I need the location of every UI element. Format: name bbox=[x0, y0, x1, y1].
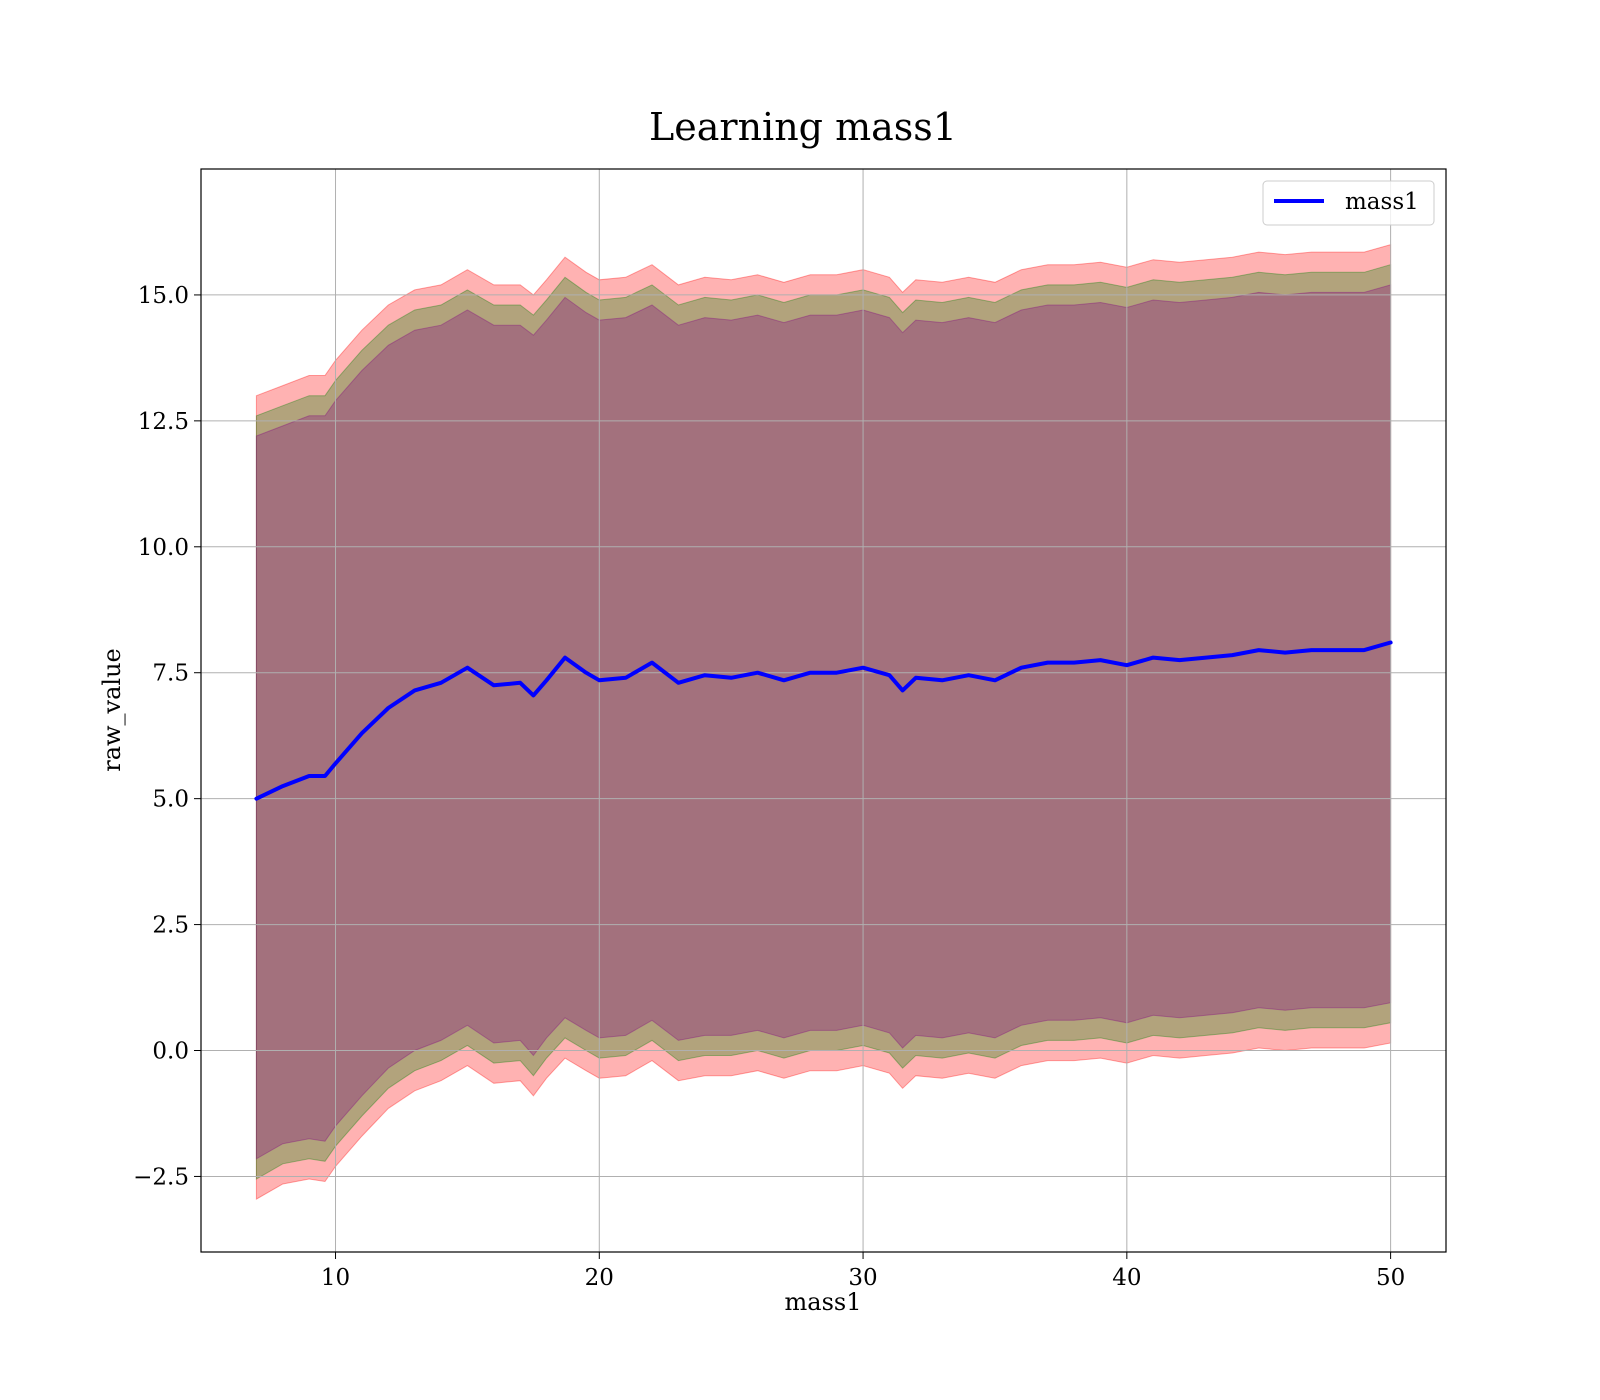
x-tick-label: 40 bbox=[1112, 1265, 1141, 1291]
y-tick-label: 10.0 bbox=[138, 535, 189, 561]
x-tick-label: 10 bbox=[321, 1265, 350, 1291]
legend-box bbox=[1262, 180, 1435, 226]
y-tick-label: 5.0 bbox=[152, 787, 189, 813]
x-axis-ticks: 10 20 30 40 50 bbox=[321, 1252, 1405, 1291]
y-axis-ticks: −2.5 0.0 2.5 5.0 7.5 10.0 12.5 15.0 bbox=[133, 283, 201, 1190]
x-axis-label: mass1 bbox=[785, 1288, 862, 1316]
grid bbox=[201, 169, 1446, 1252]
x-tick-label: 30 bbox=[848, 1265, 877, 1291]
plot-frame bbox=[200, 168, 1447, 1253]
legend-label: mass1 bbox=[1345, 189, 1419, 215]
confidence-bands bbox=[255, 243, 1392, 1200]
x-tick-label: 20 bbox=[585, 1265, 614, 1291]
y-tick-label: 15.0 bbox=[138, 283, 189, 309]
series-lines bbox=[254, 640, 1393, 801]
x-tick-label: 50 bbox=[1376, 1265, 1405, 1291]
y-tick-label: −2.5 bbox=[133, 1164, 189, 1190]
y-tick-label: 12.5 bbox=[138, 409, 189, 435]
y-tick-label: 2.5 bbox=[152, 913, 189, 939]
y-axis-label: raw_value bbox=[98, 648, 126, 772]
chart-title: Learning mass1 bbox=[649, 105, 957, 149]
y-tick-label: 7.5 bbox=[152, 661, 189, 687]
y-tick-label: 0.0 bbox=[152, 1039, 189, 1065]
series-line-0 bbox=[254, 640, 1393, 801]
legend: mass1 bbox=[1262, 180, 1435, 226]
